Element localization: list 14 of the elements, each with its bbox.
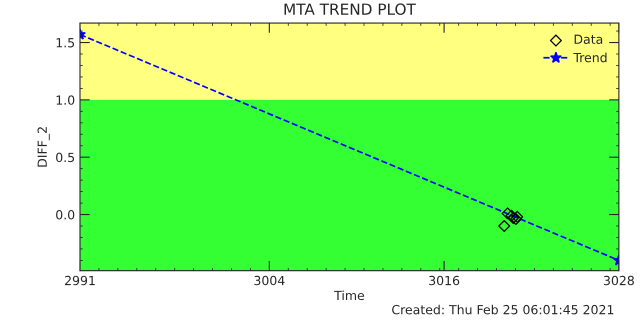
y-axis-title: DIFF_2: [37, 127, 50, 167]
text: Created: Thu Feb 25 06:01:45 2021: [392, 304, 614, 314]
chart-title: MTA TREND PLOT: [284, 3, 416, 15]
x-tick-label: 3004: [254, 276, 285, 286]
y-tick-label: 0.5: [56, 152, 74, 162]
x-tick-label: 3028: [604, 276, 634, 286]
y-tick-label: 0.0: [56, 210, 74, 220]
x-tick-label: 2991: [65, 276, 95, 286]
y-tick-label: 1.5: [56, 38, 74, 48]
y-tick-label: 1.0: [56, 95, 74, 105]
legend-label: Trend: [573, 52, 606, 62]
x-tick-label: 3016: [429, 276, 460, 286]
x-axis-title: Time: [334, 290, 364, 300]
legend-label: Data: [574, 34, 602, 44]
